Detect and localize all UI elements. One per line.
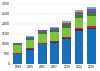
- Bar: [75, 31, 83, 64]
- Bar: [87, 16, 96, 26]
- Bar: [26, 49, 34, 50]
- Bar: [50, 42, 59, 43]
- Bar: [62, 37, 71, 38]
- Bar: [38, 43, 47, 44]
- Bar: [13, 44, 22, 45]
- Bar: [13, 53, 22, 54]
- Bar: [62, 23, 71, 25]
- Bar: [38, 32, 47, 34]
- Bar: [50, 41, 59, 42]
- Bar: [26, 36, 34, 37]
- Bar: [62, 39, 71, 64]
- Bar: [50, 43, 59, 64]
- Bar: [13, 45, 22, 53]
- Bar: [87, 26, 96, 28]
- Bar: [38, 44, 47, 64]
- Bar: [87, 7, 96, 9]
- Bar: [62, 28, 71, 37]
- Bar: [75, 11, 83, 12]
- Bar: [26, 38, 34, 40]
- Bar: [75, 18, 83, 28]
- Bar: [75, 29, 83, 30]
- Bar: [50, 30, 59, 32]
- Bar: [75, 15, 83, 18]
- Bar: [50, 27, 59, 28]
- Bar: [38, 34, 47, 43]
- Bar: [62, 25, 71, 28]
- Bar: [26, 40, 34, 48]
- Bar: [62, 38, 71, 39]
- Bar: [87, 9, 96, 12]
- Bar: [87, 29, 96, 64]
- Bar: [26, 48, 34, 49]
- Bar: [87, 12, 96, 16]
- Bar: [62, 22, 71, 23]
- Bar: [26, 50, 34, 64]
- Bar: [75, 28, 83, 29]
- Bar: [75, 12, 83, 15]
- Bar: [87, 28, 96, 29]
- Bar: [50, 28, 59, 30]
- Bar: [38, 30, 47, 32]
- Bar: [26, 37, 34, 38]
- Bar: [13, 43, 22, 44]
- Bar: [50, 32, 59, 41]
- Bar: [75, 30, 83, 31]
- Bar: [75, 10, 83, 11]
- Bar: [13, 54, 22, 64]
